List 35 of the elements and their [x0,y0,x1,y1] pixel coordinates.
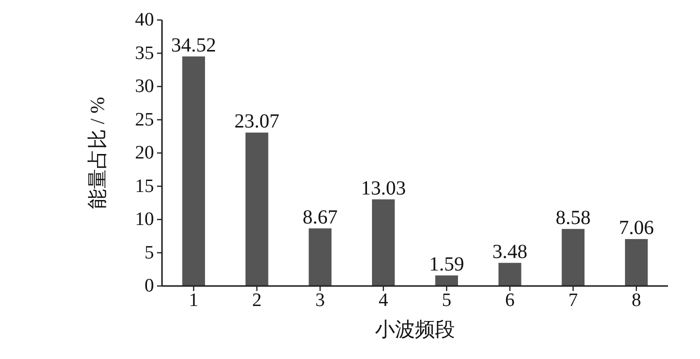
x-tick-label: 4 [378,290,389,311]
y-tick-label: 0 [144,276,154,296]
bar [372,199,395,286]
x-tick-label: 8 [632,290,642,311]
y-tick-label: 35 [135,42,154,64]
x-tick-label: 1 [188,290,198,311]
data-label: 3.48 [492,240,528,263]
x-axis-title: 小波频段 [375,319,455,341]
x-tick-label: 3 [315,290,325,311]
data-label: 23.07 [234,110,280,133]
y-tick-label: 40 [135,10,154,30]
y-tick-label: 15 [135,176,154,197]
x-tick-label: 7 [568,290,578,311]
x-tick-label: 5 [442,290,452,311]
data-label: 34.52 [171,34,216,56]
bar [562,228,585,286]
y-tick-label: 5 [144,242,154,264]
bar [435,275,458,286]
data-label: 7.06 [618,217,654,240]
bar [308,228,332,286]
data-label: 1.59 [429,253,464,276]
bar [245,132,268,286]
y-tick-label: 20 [135,142,154,164]
data-label: 8.58 [556,206,591,229]
bar [498,262,522,286]
bar [182,56,206,286]
y-tick-label: 30 [135,76,154,97]
y-tick-label: 25 [135,109,154,130]
data-label: 8.67 [302,206,338,228]
y-axis-title: 能量占比 / % [87,96,109,210]
x-tick-label: 2 [252,290,262,311]
y-tick-label: 10 [135,209,154,230]
data-label: 13.03 [360,177,406,200]
bar [624,239,648,286]
x-tick-label: 6 [505,290,515,311]
